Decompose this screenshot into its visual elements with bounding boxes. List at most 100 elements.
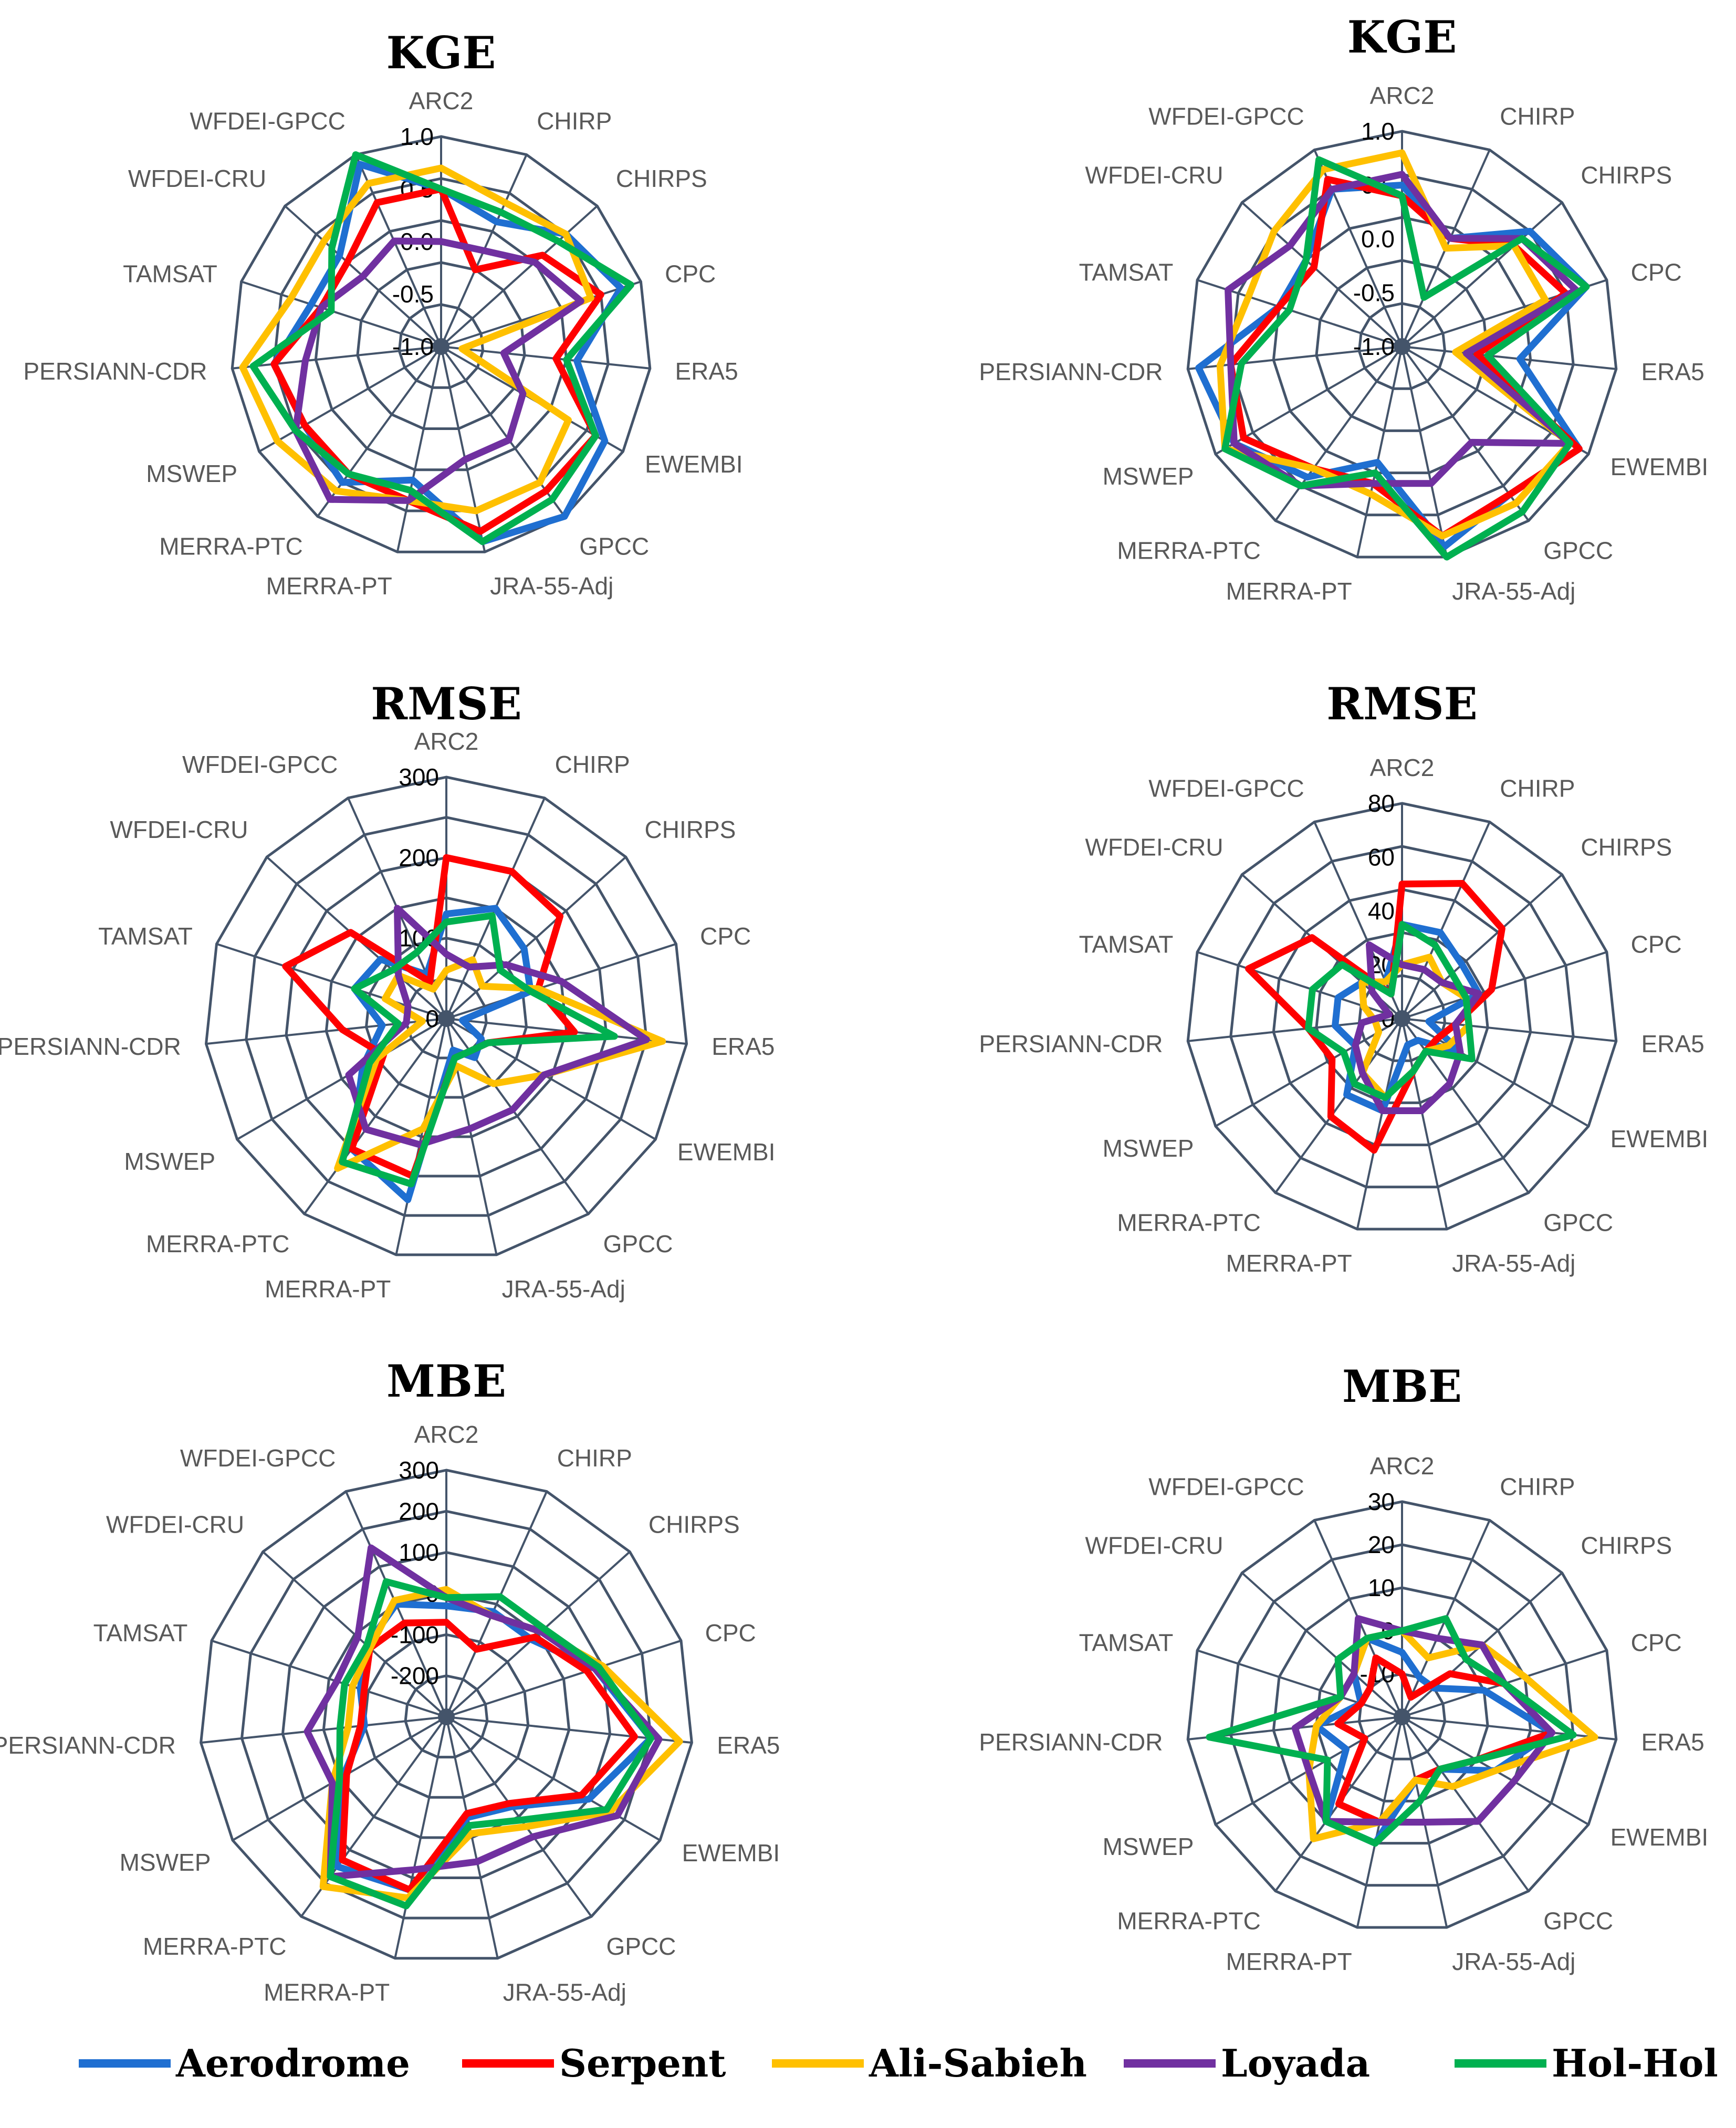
axis-label-gpcc: GPCC xyxy=(579,532,649,560)
data-point-hol-hol-merra-pt xyxy=(404,1904,408,1908)
axis-label-persiann-cdr: PERSIANN-CDR xyxy=(979,358,1163,385)
data-point-hol-hol-era5 xyxy=(1572,1733,1575,1737)
grid-ring xyxy=(281,1551,612,1879)
axis-label-wfdei-gpcc: WFDEI-GPCC xyxy=(1148,103,1304,130)
data-point-aerodrome-tamsat xyxy=(309,302,313,306)
tick-label: 0 xyxy=(425,1005,439,1032)
data-point-ali-sabieh-jra-55-adj xyxy=(1440,534,1444,538)
legend: Aerodrome Serpent Ali-Sabieh Loyada Hol-Hol xyxy=(79,2041,1718,2085)
axis-label-gpcc: GPCC xyxy=(1543,537,1613,564)
data-point-hol-hol-gpcc xyxy=(1438,1767,1442,1771)
grid-ring xyxy=(356,261,526,430)
data-point-loyada-tamsat xyxy=(1387,1013,1391,1016)
axis-label-wfdei-cru: WFDEI-CRU xyxy=(1085,162,1223,189)
data-point-aerodrome-merra-ptc xyxy=(340,480,344,484)
series-hol-hol xyxy=(1206,1615,1577,1847)
data-point-aerodrome-cpc xyxy=(1482,1689,1486,1692)
data-point-serpent-chirps xyxy=(541,254,545,257)
data-point-loyada-chirp xyxy=(1422,968,1426,971)
data-point-serpent-arc2 xyxy=(1400,882,1404,886)
data-point-hol-hol-cpc xyxy=(1503,1682,1506,1685)
axis-label-arc2: ARC2 xyxy=(1370,82,1435,109)
data-point-loyada-era5 xyxy=(1550,1731,1554,1734)
data-point-hol-hol-jra-55-adj xyxy=(453,1056,456,1060)
data-point-loyada-chirps xyxy=(533,260,537,264)
data-point-loyada-mswep xyxy=(1354,1044,1357,1047)
series-hol-hol xyxy=(1305,921,1476,1101)
data-point-hol-hol-wfdei-cru xyxy=(1340,963,1344,967)
axis-label-cpc: CPC xyxy=(705,1619,756,1647)
data-point-aerodrome-persiann-cdr xyxy=(381,1023,384,1027)
grid-ring xyxy=(285,856,608,1178)
data-point-serpent-mswep xyxy=(1242,436,1246,440)
data-point-aerodrome-arc2 xyxy=(1400,1651,1404,1654)
data-point-hol-hol-chirps xyxy=(542,1627,546,1631)
data-point-loyada-wfdei-gpcc xyxy=(1367,943,1371,947)
data-point-aerodrome-merra-ptc xyxy=(1305,475,1309,479)
data-point-ali-sabieh-wfdei-gpcc xyxy=(1321,167,1325,171)
data-point-hol-hol-gpcc xyxy=(550,498,554,501)
spoke xyxy=(394,1716,447,1959)
spoke xyxy=(1274,1018,1403,1193)
data-point-serpent-era5 xyxy=(1475,353,1479,356)
axis-label-chirps: CHIRPS xyxy=(1581,162,1672,189)
data-point-loyada-gpcc xyxy=(1476,1820,1480,1823)
axis-label-persiann-cdr: PERSIANN-CDR xyxy=(0,1033,181,1060)
data-point-hol-hol-wfdei-cru xyxy=(330,246,333,250)
spoke xyxy=(445,1716,499,1959)
chart-title: KGE xyxy=(386,27,496,79)
data-point-loyada-era5 xyxy=(657,1737,661,1741)
data-point-loyada-merra-pt xyxy=(412,1868,416,1872)
data-point-serpent-wfdei-cru xyxy=(349,930,352,934)
data-point-ali-sabieh-arc2 xyxy=(1400,151,1404,154)
data-point-hol-hol-merra-ptc xyxy=(1299,484,1303,488)
axis-label-mswep: MSWEP xyxy=(146,460,237,487)
data-point-loyada-wfdei-gpcc xyxy=(392,239,396,243)
series-aerodrome xyxy=(1313,1634,1555,1847)
data-point-loyada-arc2 xyxy=(1400,173,1404,176)
data-point-ali-sabieh-chirps xyxy=(564,232,568,236)
data-point-ali-sabieh-wfdei-gpcc xyxy=(367,182,370,185)
data-point-hol-hol-arc2 xyxy=(445,1596,448,1599)
data-point-aerodrome-arc2 xyxy=(445,1604,448,1608)
data-point-hol-hol-gpcc xyxy=(1424,1050,1428,1053)
grid-ring xyxy=(245,816,648,1217)
axis-label-tamsat: TAMSAT xyxy=(1079,259,1174,286)
data-point-serpent-chirps xyxy=(533,1636,537,1639)
data-point-loyada-persiann-cdr xyxy=(1293,1726,1297,1730)
data-point-loyada-era5 xyxy=(1453,1022,1457,1026)
spoke xyxy=(1402,345,1617,370)
grid-ring xyxy=(363,1633,530,1799)
data-point-hol-hol-tamsat xyxy=(329,309,333,312)
spoke xyxy=(232,345,442,370)
series-hol-hol xyxy=(327,1578,654,1910)
data-point-loyada-chirp xyxy=(482,249,486,253)
axis-label-arc2: ARC2 xyxy=(409,87,474,114)
data-point-hol-hol-chirps xyxy=(1520,237,1524,240)
data-point-hol-hol-jra-55-adj xyxy=(1445,555,1449,559)
data-point-aerodrome-arc2 xyxy=(1400,183,1404,187)
data-point-loyada-wfdei-gpcc xyxy=(1356,1617,1360,1620)
data-point-hol-hol-jra-55-adj xyxy=(481,540,484,543)
data-point-hol-hol-jra-55-adj xyxy=(1418,1799,1422,1803)
data-point-aerodrome-wfdei-cru xyxy=(338,254,341,257)
data-point-hol-hol-chirps xyxy=(1450,972,1454,976)
data-point-loyada-merra-pt xyxy=(418,1143,421,1146)
data-point-aerodrome-chirps xyxy=(1460,963,1464,967)
data-point-ali-sabieh-tamsat xyxy=(351,1684,354,1688)
data-point-ali-sabieh-chirp xyxy=(504,201,507,204)
data-point-aerodrome-ewembi xyxy=(603,439,606,443)
data-point-loyada-cpc xyxy=(1477,992,1481,995)
axis-label-merra-ptc: MERRA-PTC xyxy=(1117,537,1260,564)
data-point-aerodrome-chirp xyxy=(1418,1676,1421,1680)
axis-label-jra-55-adj: JRA-55-Adj xyxy=(503,1979,626,2006)
spoke xyxy=(445,1716,661,1841)
data-point-aerodrome-merra-pt xyxy=(1376,460,1379,464)
data-point-ali-sabieh-cpc xyxy=(589,296,593,300)
axis-label-chirps: CHIRPS xyxy=(649,1511,740,1538)
axis-label-tamsat: TAMSAT xyxy=(1079,1629,1174,1657)
data-point-hol-hol-tamsat xyxy=(353,987,356,991)
axis-label-jra-55-adj: JRA-55-Adj xyxy=(1452,578,1575,605)
spoke xyxy=(440,345,566,517)
data-point-aerodrome-gpcc xyxy=(563,515,567,518)
